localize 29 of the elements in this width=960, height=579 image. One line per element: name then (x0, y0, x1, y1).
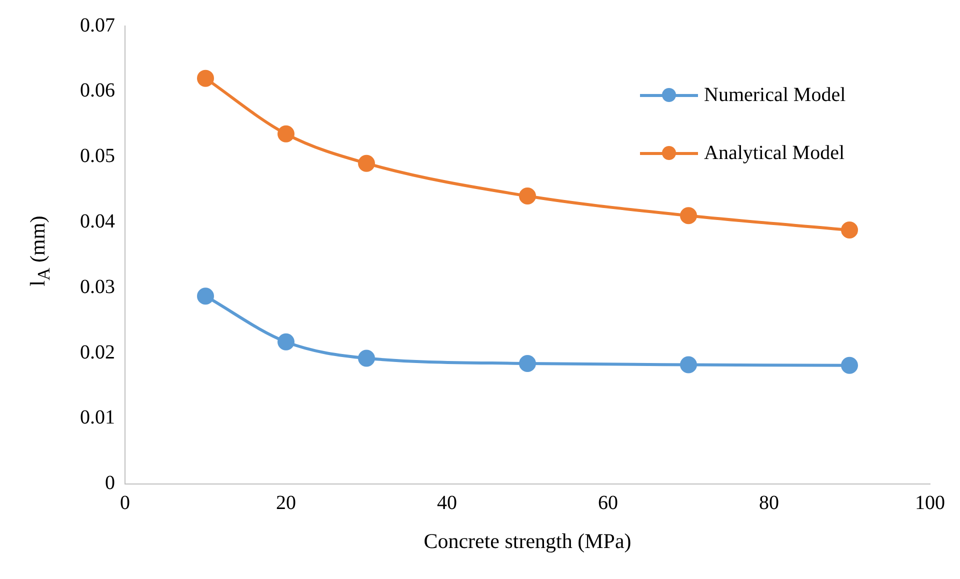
legend-label: Analytical Model (704, 142, 845, 164)
point (841, 356, 858, 374)
point (519, 354, 536, 372)
y-tick-label: 0 (105, 472, 115, 494)
point (278, 125, 294, 142)
legend-label: Numerical Model (704, 84, 846, 106)
point (278, 333, 294, 350)
y-tick-label: 0.01 (80, 406, 115, 429)
point (519, 188, 536, 205)
point (680, 207, 697, 224)
x-tick-label: 80 (759, 492, 779, 514)
x-tick-label: 40 (437, 492, 457, 514)
y-tick-label: 0.03 (80, 276, 115, 298)
point (680, 356, 697, 374)
point (358, 154, 375, 172)
x-tick-label: 60 (598, 492, 618, 514)
x-tick-label: 100 (915, 492, 945, 514)
point (841, 222, 858, 239)
point (358, 350, 375, 367)
point (197, 288, 214, 305)
y-tick-label: 0.05 (80, 145, 115, 168)
point (197, 70, 214, 87)
x-tick-label: 0 (120, 492, 130, 514)
x-axis-title: Concrete strength (MPa) (424, 528, 632, 553)
y-tick-label: 0.04 (80, 210, 115, 232)
x-tick-label: 20 (276, 492, 296, 514)
y-tick-label: 0.02 (80, 341, 115, 364)
y-tick-label: 0.07 (80, 14, 115, 36)
y-tick-label: 0.06 (80, 80, 115, 102)
